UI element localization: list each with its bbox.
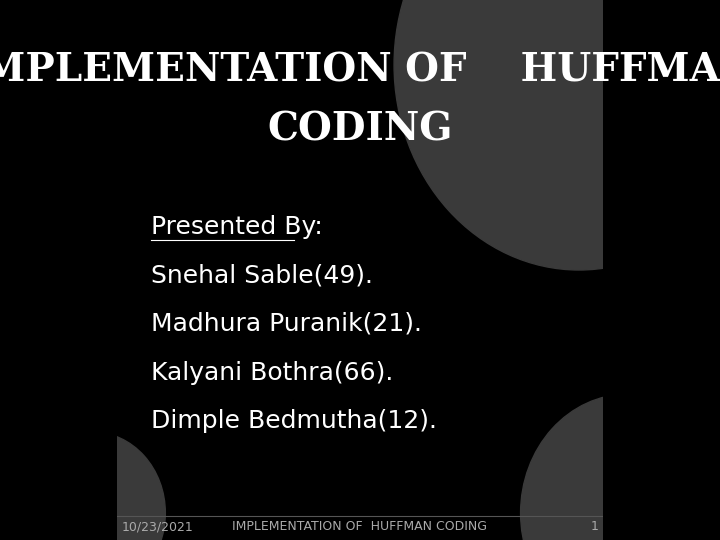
Text: Snehal Sable(49).: Snehal Sable(49). bbox=[150, 264, 373, 287]
Text: CODING: CODING bbox=[267, 111, 453, 148]
Text: IMPLEMENTATION OF  HUFFMAN CODING: IMPLEMENTATION OF HUFFMAN CODING bbox=[233, 520, 487, 533]
Text: 10/23/2021: 10/23/2021 bbox=[122, 520, 193, 533]
Circle shape bbox=[19, 432, 166, 540]
Text: 1: 1 bbox=[590, 520, 598, 533]
Text: Dimple Bedmutha(12).: Dimple Bedmutha(12). bbox=[150, 409, 437, 433]
Circle shape bbox=[394, 0, 720, 270]
Text: Presented By:: Presented By: bbox=[150, 215, 338, 239]
Text: IMPLEMENTATION OF    HUFFMAN: IMPLEMENTATION OF HUFFMAN bbox=[0, 51, 720, 89]
Circle shape bbox=[521, 394, 720, 540]
Text: Kalyani Bothra(66).: Kalyani Bothra(66). bbox=[150, 361, 393, 384]
Text: Madhura Puranik(21).: Madhura Puranik(21). bbox=[150, 312, 422, 336]
